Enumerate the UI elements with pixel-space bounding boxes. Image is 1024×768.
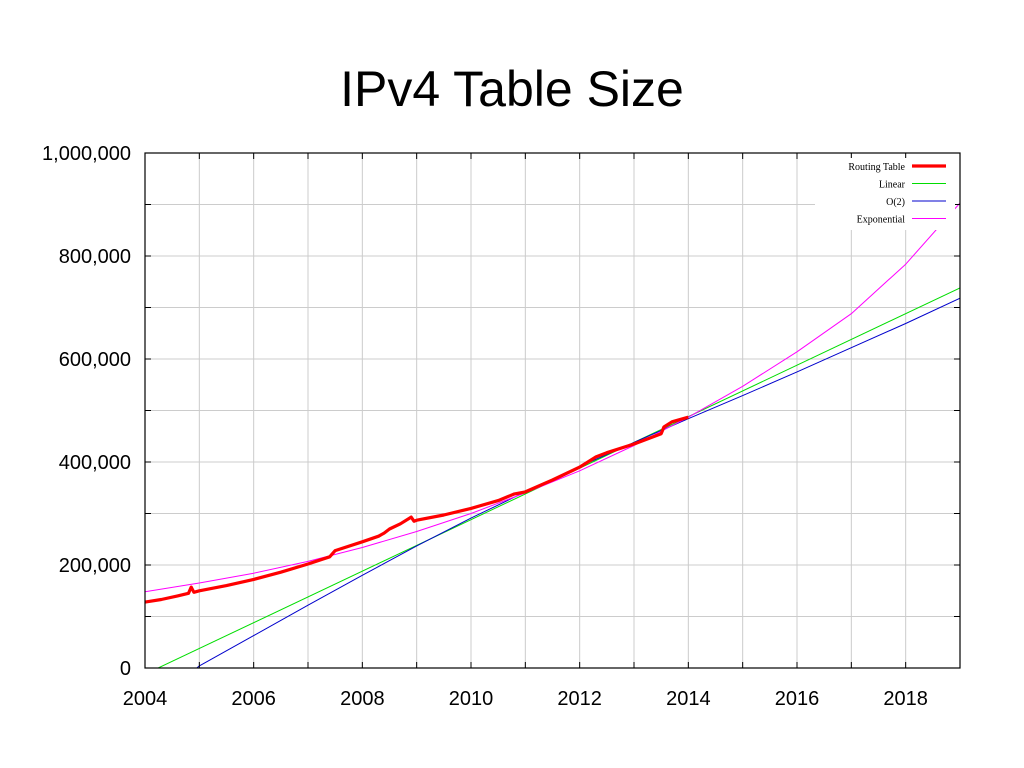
x-tick-label: 2014 <box>666 688 711 710</box>
legend-label-routing-table: Routing Table <box>848 162 905 173</box>
y-tick-label: 400,000 <box>59 452 131 474</box>
y-tick-label: 1,000,000 <box>42 143 131 165</box>
x-tick-label: 2006 <box>231 688 276 710</box>
legend-label-o-2: O(2) <box>886 197 905 208</box>
y-axis-tick-labels: 0 200,000 400,000 600,000 800,000 1,000,000 <box>42 143 131 680</box>
x-tick-label: 2004 <box>123 688 168 710</box>
legend-label-linear: Linear <box>879 180 906 191</box>
x-axis-tick-labels: 2004 2006 2008 2010 2012 2014 2016 2018 <box>123 688 928 710</box>
chart-title: IPv4 Table Size <box>340 61 684 117</box>
y-tick-label: 600,000 <box>59 349 131 371</box>
x-tick-label: 2008 <box>340 688 385 710</box>
x-tick-label: 2018 <box>883 688 928 710</box>
y-tick-label: 200,000 <box>59 555 131 577</box>
x-tick-label: 2012 <box>557 688 602 710</box>
y-tick-label: 0 <box>120 658 131 680</box>
x-tick-label: 2016 <box>775 688 820 710</box>
series-line-routing-table <box>145 415 689 604</box>
legend-label-exponential: Exponential <box>857 215 906 226</box>
series-line-exponential <box>145 202 960 593</box>
x-tick-label: 2010 <box>449 688 494 710</box>
legend: Routing Table Linear O(2) Exponential <box>815 158 955 230</box>
series-layer <box>145 202 960 668</box>
y-tick-label: 800,000 <box>59 246 131 268</box>
